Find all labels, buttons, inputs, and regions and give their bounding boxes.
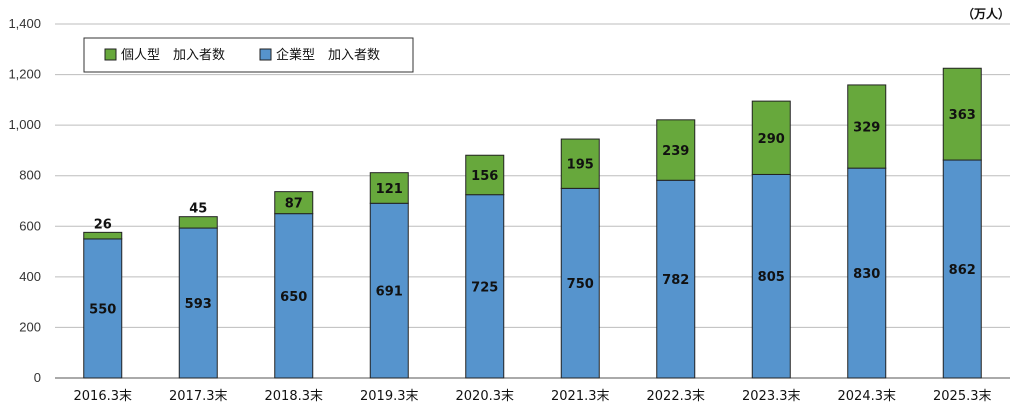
data-label-individual: 195	[567, 158, 594, 173]
data-label-individual: 26	[94, 217, 112, 232]
y-tick-label: 1,200	[8, 67, 41, 82]
bar-individual	[465, 154, 505, 196]
data-label-individual: 87	[285, 197, 303, 212]
bar-individual	[751, 100, 791, 175]
bar-individual	[847, 84, 887, 169]
x-tick-label: 2019.3末	[360, 389, 419, 404]
legend-swatch	[104, 48, 117, 61]
bar-individual	[178, 216, 218, 229]
y-tick-label: 800	[19, 168, 41, 183]
data-label-individual: 329	[853, 121, 880, 136]
y-tick-label: 200	[19, 319, 41, 334]
legend-label: 個人型 加入者数	[121, 48, 225, 63]
data-label-individual: 156	[471, 169, 498, 184]
bar-individual	[83, 231, 123, 240]
y-axis: 0 200 400 600 800 1,000 1,200 1,400	[8, 16, 41, 385]
data-label-individual: 239	[662, 144, 689, 159]
bar-corporate	[751, 173, 791, 379]
x-axis: 2016.3末 2017.3末 2018.3末 2019.3末 2020.3末 2021.…	[74, 389, 992, 404]
x-tick-label: 2023.3末	[742, 389, 801, 404]
x-tick-label: 2018.3末	[265, 389, 324, 404]
y-tick-label: 1,400	[8, 16, 41, 31]
x-tick-label: 2024.3末	[838, 389, 897, 404]
x-tick-label: 2025.3末	[933, 389, 992, 404]
legend-label: 企業型 加入者数	[276, 47, 380, 63]
bar-individual	[369, 172, 409, 204]
y-tick-label: 1,000	[8, 117, 41, 132]
data-label-corporate: 862	[949, 263, 976, 278]
data-label-corporate: 782	[662, 273, 689, 288]
unit-label: （万人）	[962, 6, 1010, 21]
bar-corporate	[369, 202, 409, 379]
data-label-individual: 290	[758, 132, 785, 147]
data-label-corporate: 550	[89, 302, 116, 317]
y-tick-label: 0	[34, 370, 41, 385]
data-label-corporate: 805	[758, 270, 785, 285]
legend-swatch	[259, 48, 272, 61]
bar-individual	[274, 191, 314, 215]
data-label-corporate: 691	[376, 285, 403, 300]
bar-individual	[942, 67, 982, 161]
bar-corporate	[942, 159, 982, 379]
bar-corporate	[560, 187, 600, 379]
bar-corporate	[656, 179, 696, 379]
bar-corporate	[178, 227, 218, 379]
bar-corporate	[83, 238, 123, 379]
data-label-individual: 121	[376, 182, 403, 197]
x-tick-label: 2016.3末	[74, 389, 133, 404]
legend: 個人型 加入者数 企業型 加入者数	[83, 37, 414, 73]
x-tick-label: 2022.3末	[647, 389, 706, 404]
data-label-corporate: 593	[185, 297, 212, 312]
data-label-corporate: 725	[471, 280, 498, 295]
y-tick-label: 400	[19, 269, 41, 284]
x-tick-label: 2021.3末	[551, 389, 610, 404]
x-tick-label: 2020.3末	[456, 389, 515, 404]
data-label-individual: 45	[189, 202, 207, 217]
data-label-corporate: 650	[280, 290, 307, 305]
y-tick-label: 600	[19, 218, 41, 233]
bars: 550 26 593 45 650 87 691 121 725 156 750 195 782 239 8…	[83, 67, 982, 379]
data-label-individual: 363	[949, 108, 976, 123]
bar-individual	[560, 138, 600, 189]
data-label-corporate: 830	[853, 267, 880, 282]
data-label-corporate: 750	[567, 277, 594, 292]
bar-individual	[656, 119, 696, 181]
legend-box	[83, 37, 414, 73]
x-tick-label: 2017.3末	[169, 389, 228, 404]
bar-corporate	[274, 213, 314, 379]
